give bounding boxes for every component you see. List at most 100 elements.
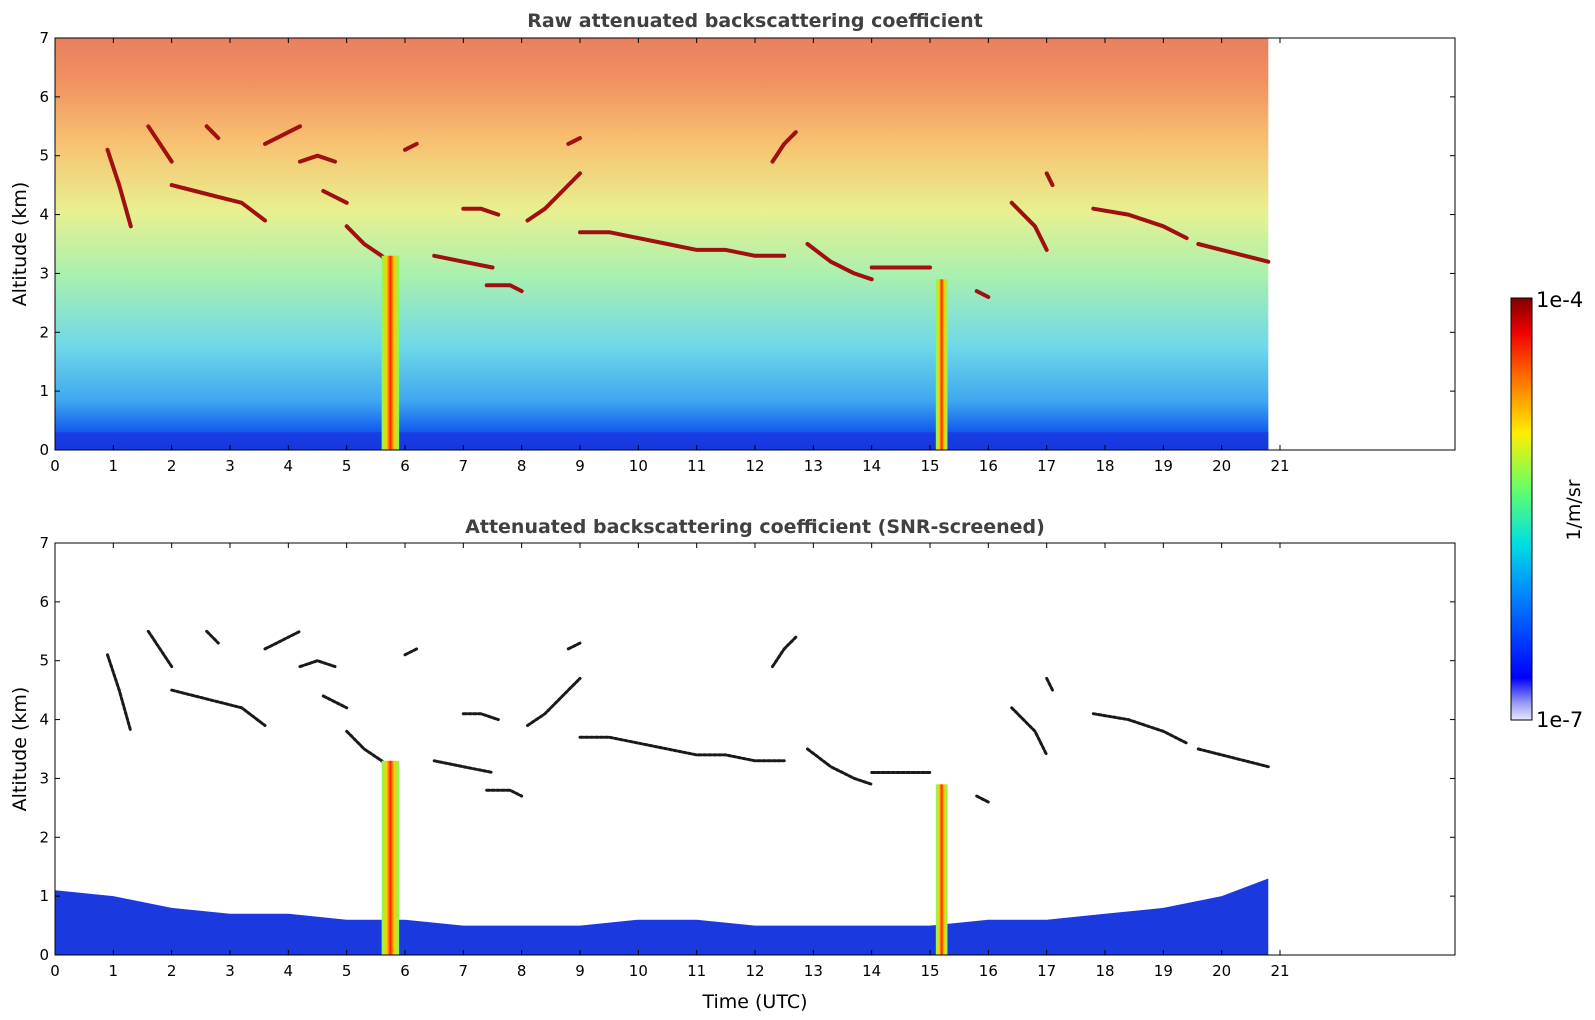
x-ticks: 0 1 2 3 4 5 6 7 8 9 10 11 12 13 14 15 16 17 18 19 20 21: [50, 38, 1290, 475]
cloud-layers: [105, 124, 1271, 450]
cloud-layer: [263, 124, 302, 146]
x-tick-label: 10: [629, 457, 648, 475]
y-tick-label: 3: [39, 769, 49, 787]
cloud-layer: [170, 688, 267, 727]
y-tick-label: 4: [39, 711, 49, 729]
y-tick-label: 7: [39, 534, 49, 552]
x-axis-label: Time (UTC): [701, 991, 807, 1013]
cloud-layer: [1091, 712, 1189, 745]
cloud-layer: [1009, 200, 1049, 252]
x-tick-label: 17: [1037, 457, 1056, 475]
cloud-layer: [1196, 747, 1270, 769]
x-tick-label: 7: [459, 962, 469, 980]
cloud-layer: [525, 171, 582, 223]
ground-layer: [55, 432, 1269, 450]
precipitation-column: [381, 255, 400, 450]
y-tick-label: 4: [39, 206, 49, 224]
cloud-layer: [298, 153, 337, 164]
colorbar-gradient: [1510, 297, 1533, 721]
x-tick-label: 2: [167, 962, 177, 980]
colorbar-min-label: 1e-7: [1536, 708, 1583, 732]
colorbar: 1e-4 1e-7 1/m/sr: [1510, 288, 1585, 732]
x-tick-label: 18: [1095, 962, 1114, 980]
cloud-layer: [975, 794, 990, 804]
x-tick-label: 11: [687, 962, 706, 980]
cloud-layer: [806, 747, 874, 786]
x-tick-label: 4: [284, 962, 294, 980]
x-tick-label: 6: [400, 962, 410, 980]
cloud-layer: [484, 283, 524, 294]
y-tick-label: 7: [39, 29, 49, 47]
x-tick-label: 8: [517, 962, 527, 980]
cloud-layer: [403, 141, 419, 152]
cloud-layer: [566, 136, 582, 146]
x-tick-label: 10: [629, 962, 648, 980]
x-tick-label: 9: [575, 962, 585, 980]
cloud-layer: [578, 230, 787, 258]
x-tick-label: 14: [862, 457, 881, 475]
x-tick-label: 12: [745, 457, 764, 475]
x-tick-label: 15: [920, 457, 939, 475]
panel-title: Raw attenuated backscattering coefficien…: [527, 10, 983, 32]
x-tick-label: 2: [167, 457, 177, 475]
cloud-layer: [526, 676, 582, 727]
cloud-layer: [169, 183, 267, 223]
raw-backscatter-panel: Raw attenuated backscattering coefficien…: [9, 10, 1456, 475]
cloud-layer: [321, 694, 349, 710]
y-axis-label: Altitude (km): [9, 687, 31, 812]
cloud-layer: [485, 788, 524, 798]
x-tick-label: 11: [687, 457, 706, 475]
y-axis-label: Altitude (km): [9, 182, 31, 307]
cloud-layers: [106, 629, 1270, 955]
cloud-layer: [205, 629, 220, 645]
cloud-layer: [1196, 242, 1271, 264]
x-tick-label: 8: [517, 457, 527, 475]
cloud-layer: [1091, 206, 1189, 241]
precipitation-column: [381, 760, 400, 955]
y-tick-label: 3: [39, 264, 49, 282]
x-tick-label: 16: [979, 962, 998, 980]
x-tick-label: 17: [1037, 962, 1056, 980]
x-tick-label: 15: [920, 962, 939, 980]
x-tick-label: 21: [1270, 962, 1289, 980]
colorbar-unit-label: 1/m/sr: [1563, 479, 1585, 540]
x-tick-label: 4: [284, 457, 294, 475]
screened-backscatter-panel: Attenuated backscattering coefficient (S…: [9, 516, 1456, 1013]
x-tick-label: 3: [225, 962, 235, 980]
cloud-layer: [461, 206, 501, 217]
cloud-layer: [204, 124, 221, 141]
x-tick-label: 12: [745, 962, 764, 980]
x-tick-label: 20: [1212, 962, 1231, 980]
cloud-layer: [566, 641, 582, 651]
cloud-layer: [461, 712, 500, 722]
cloud-layer: [321, 189, 349, 205]
x-tick-label: 21: [1270, 457, 1289, 475]
x-tick-label: 20: [1212, 457, 1231, 475]
boundary-layer: [55, 878, 1269, 955]
cloud-layer: [578, 735, 786, 763]
cloud-layer: [974, 289, 991, 299]
precipitation-column: [935, 279, 948, 450]
y-tick-label: 0: [39, 946, 49, 964]
x-tick-label: 13: [804, 962, 823, 980]
cloud-layer: [146, 629, 174, 669]
x-tick-label: 19: [1154, 962, 1173, 980]
y-ticks: 0 1 2 3 4 5 6 7: [39, 534, 1455, 964]
cloud-layer: [805, 242, 874, 282]
x-tick-label: 16: [979, 457, 998, 475]
y-tick-label: 6: [39, 593, 49, 611]
colorbar-max-label: 1e-4: [1536, 288, 1583, 312]
y-tick-label: 6: [39, 88, 49, 106]
y-tick-label: 2: [39, 828, 49, 846]
x-tick-label: 9: [575, 457, 585, 475]
cloud-layer: [106, 653, 133, 733]
x-tick-label: 0: [50, 962, 60, 980]
x-tick-label: 1: [109, 962, 119, 980]
x-tick-label: 1: [109, 457, 119, 475]
cloud-layer: [432, 759, 494, 774]
precipitation-column: [935, 784, 948, 955]
cloud-layer: [771, 635, 798, 669]
x-tick-label: 0: [50, 457, 60, 475]
x-tick-label: 14: [862, 962, 881, 980]
cloud-layer: [403, 647, 419, 657]
